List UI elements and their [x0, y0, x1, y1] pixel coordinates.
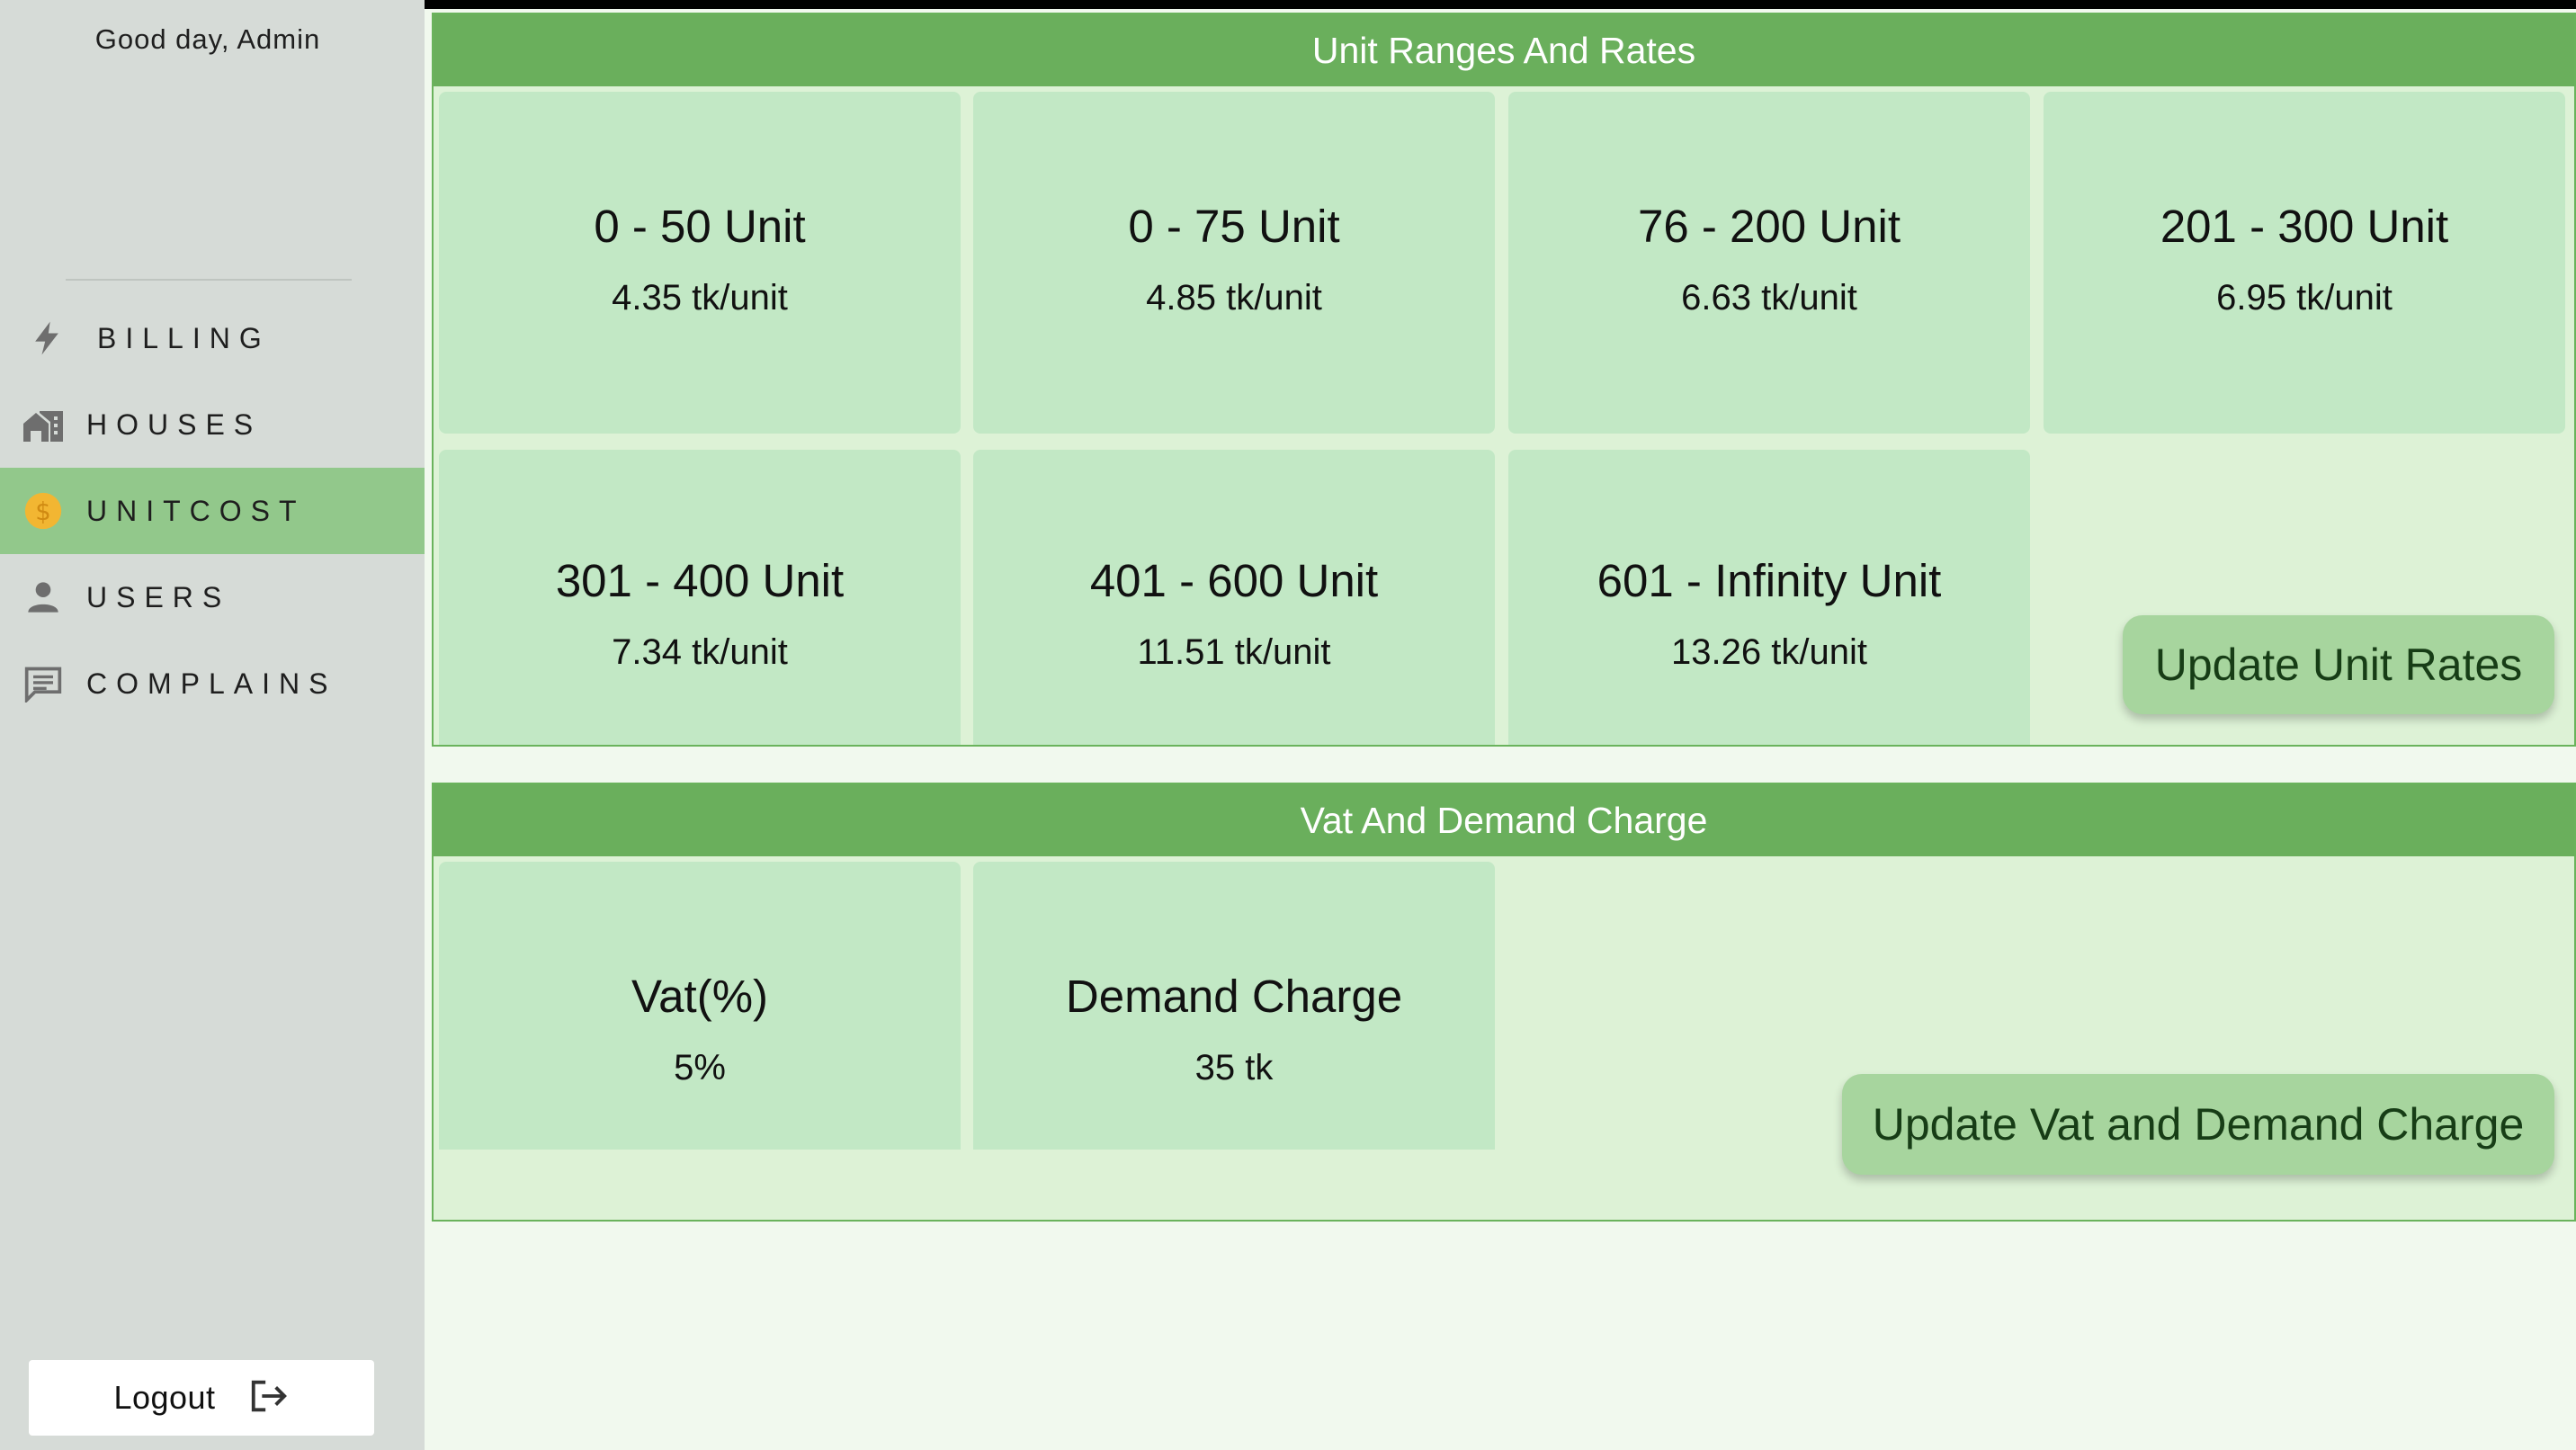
rate-card-rate: 11.51 tk/unit	[1137, 632, 1331, 672]
rate-card-rate: 7.34 tk/unit	[612, 632, 788, 672]
vat-card: Vat(%) 5%	[439, 862, 961, 1150]
unit-rates-title: Unit Ranges And Rates	[434, 14, 2574, 86]
sidebar-item-label: UNITCOST	[86, 494, 306, 527]
sidebar-divider	[66, 279, 352, 281]
person-icon	[22, 576, 65, 619]
rate-card: 601 - Infinity Unit 13.26 tk/unit	[1508, 450, 2030, 745]
chat-icon	[22, 662, 65, 705]
rate-card-rate: 6.95 tk/unit	[2216, 278, 2393, 318]
rate-card: 0 - 75 Unit 4.85 tk/unit	[973, 92, 1495, 434]
demand-charge-label: Demand Charge	[1065, 971, 1403, 1022]
rate-card-range: 0 - 50 Unit	[594, 201, 806, 252]
rate-card-range: 201 - 300 Unit	[2160, 201, 2449, 252]
sidebar-item-label: USERS	[86, 580, 231, 613]
rate-card: 0 - 50 Unit 4.35 tk/unit	[439, 92, 961, 434]
demand-charge-card: Demand Charge 35 tk	[973, 862, 1495, 1150]
sidebar-item-label: HOUSES	[86, 407, 263, 441]
rate-card: 401 - 600 Unit 11.51 tk/unit	[973, 450, 1495, 745]
update-unit-rates-button[interactable]: Update Unit Rates	[2123, 615, 2554, 714]
rate-card-rate: 4.85 tk/unit	[1146, 278, 1322, 318]
vat-demand-panel: Vat And Demand Charge Vat(%) 5% Demand C…	[432, 783, 2576, 1222]
sidebar-item-label: COMPLAINS	[86, 667, 337, 700]
logout-button[interactable]: Logout	[29, 1360, 374, 1436]
greeting-text: Good day, Admin	[94, 23, 321, 55]
rate-card-range: 76 - 200 Unit	[1637, 201, 1901, 252]
svg-text:$: $	[35, 497, 51, 526]
rate-card-rate: 6.63 tk/unit	[1681, 278, 1857, 318]
rate-card: 301 - 400 Unit 7.34 tk/unit	[439, 450, 961, 745]
sidebar-item-billing[interactable]: BILLING	[0, 295, 425, 381]
rate-card: 76 - 200 Unit 6.63 tk/unit	[1508, 92, 2030, 434]
rate-card-range: 601 - Infinity Unit	[1597, 555, 1942, 606]
rate-card-range: 0 - 75 Unit	[1128, 201, 1340, 252]
sidebar: Good day, Admin BILLING HOUSES $ UNITCOS…	[0, 0, 425, 1450]
main-content: Unit Ranges And Rates 0 - 50 Unit 4.35 t…	[425, 9, 2576, 1450]
rate-card-range: 301 - 400 Unit	[555, 555, 845, 606]
sidebar-item-label: BILLING	[97, 321, 271, 354]
dollar-coin-icon: $	[22, 489, 65, 533]
sidebar-item-unitcost[interactable]: $ UNITCOST	[0, 468, 425, 554]
sidebar-item-complains[interactable]: COMPLAINS	[0, 640, 425, 727]
sidebar-item-users[interactable]: USERS	[0, 554, 425, 640]
logout-icon	[248, 1378, 290, 1419]
houses-icon	[22, 403, 65, 446]
vat-value: 5%	[674, 1048, 726, 1088]
rate-card: 201 - 300 Unit 6.95 tk/unit	[2044, 92, 2565, 434]
rate-card-range: 401 - 600 Unit	[1089, 555, 1379, 606]
demand-charge-value: 35 tk	[1194, 1048, 1274, 1088]
rate-card-rate: 4.35 tk/unit	[612, 278, 788, 318]
sidebar-item-houses[interactable]: HOUSES	[0, 381, 425, 468]
unit-rates-panel: Unit Ranges And Rates 0 - 50 Unit 4.35 t…	[432, 13, 2576, 747]
logout-label: Logout	[113, 1379, 216, 1416]
lightning-icon	[25, 317, 68, 360]
vat-demand-title: Vat And Demand Charge	[434, 784, 2574, 856]
update-vat-demand-button[interactable]: Update Vat and Demand Charge	[1842, 1074, 2554, 1175]
rate-card-rate: 13.26 tk/unit	[1671, 632, 1867, 672]
vat-label: Vat(%)	[631, 971, 769, 1022]
